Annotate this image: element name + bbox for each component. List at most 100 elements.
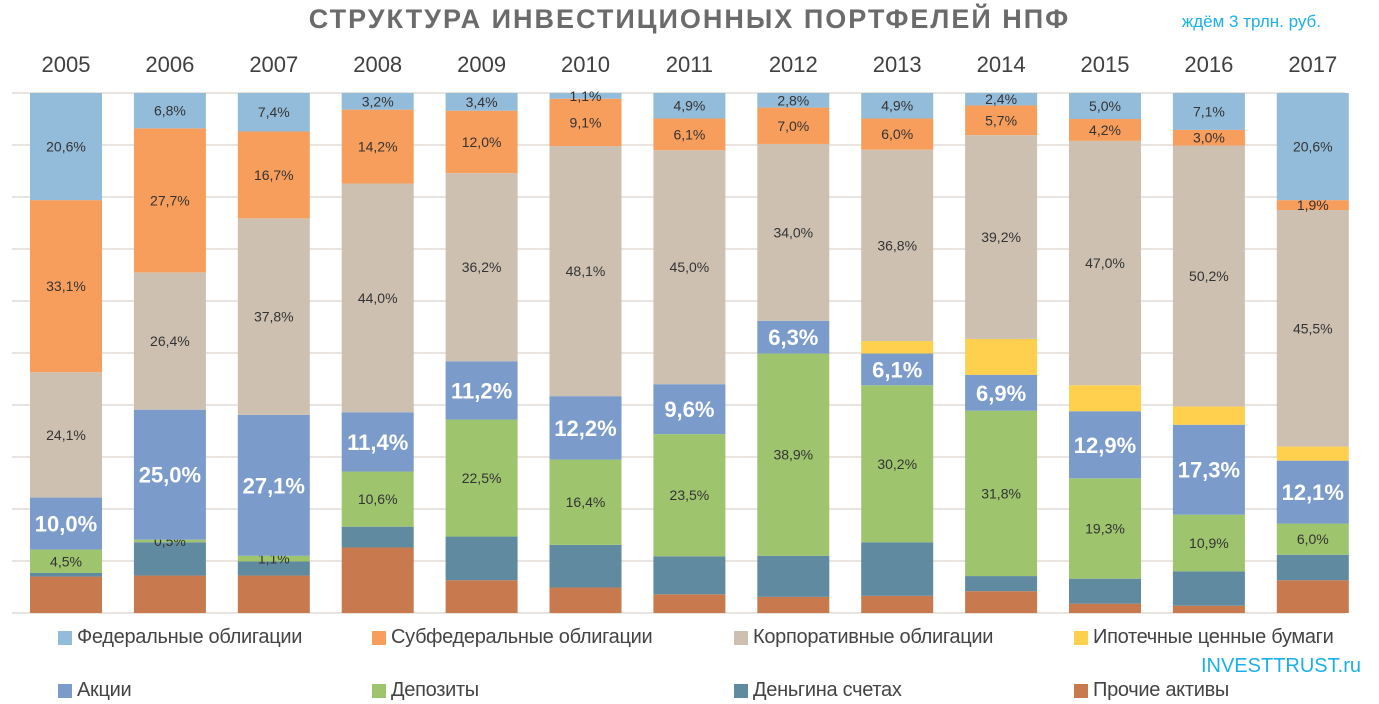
- data-label: 31,8%: [981, 485, 1021, 501]
- data-label: 16,7%: [254, 167, 294, 183]
- bar-segment: [653, 93, 726, 119]
- bar-segment: [445, 419, 518, 537]
- legend-swatch: [58, 630, 72, 645]
- bar-segment: [237, 131, 310, 219]
- bar-segment: [1069, 478, 1141, 579]
- bar-segment: [861, 385, 934, 543]
- bar-segment: [653, 118, 726, 151]
- bar-segment: [30, 497, 102, 550]
- bar-segment: [653, 150, 726, 385]
- legend-label: Ипотечные ценные бумаги: [1093, 626, 1334, 648]
- bar-segment: [965, 591, 1038, 613]
- data-label: 25,0%: [139, 463, 201, 488]
- bar-segment: [341, 547, 414, 613]
- bar-segment: [1276, 446, 1349, 461]
- data-label: 5,0%: [1089, 98, 1121, 114]
- bar-segment: [30, 576, 102, 613]
- data-label: 3,0%: [1193, 130, 1225, 146]
- chart-title: СТРУКТУРА ИНВЕСТИЦИОННЫХ ПОРТФЕЛЕЙ НПФ: [308, 4, 1071, 34]
- bar-segment: [341, 471, 414, 527]
- data-label: 6,1%: [673, 126, 705, 142]
- bar-segment: [1276, 93, 1349, 201]
- bar-segment: [549, 98, 622, 147]
- data-label: 10,6%: [358, 491, 398, 507]
- data-label: 37,8%: [254, 309, 294, 325]
- bar-segment: [861, 353, 934, 386]
- bar-segment: [861, 595, 934, 613]
- bar-segment: [445, 173, 518, 362]
- data-label: 11,4%: [347, 430, 408, 455]
- data-label: 47,0%: [1085, 255, 1125, 271]
- bar-segment: [30, 572, 102, 577]
- data-label: 14,2%: [358, 139, 398, 155]
- data-label: 33,1%: [46, 278, 86, 294]
- bar-segment: [445, 580, 518, 613]
- bar-segment: [757, 353, 830, 556]
- bar-segment: [1276, 200, 1349, 210]
- data-label: 1,9%: [1297, 197, 1329, 213]
- watermark: INVESTTRUST.ru: [1200, 655, 1361, 677]
- data-label: 3,4%: [466, 94, 498, 110]
- legend-item: Деньгина счетах: [734, 679, 902, 702]
- bar-segment: [1172, 571, 1245, 606]
- data-label: 12,2%: [554, 416, 616, 441]
- data-label: 12,0%: [462, 134, 502, 150]
- x-tick-label: 2016: [1184, 52, 1233, 77]
- data-label: 44,0%: [358, 290, 398, 306]
- data-label: 12,1%: [1282, 480, 1344, 505]
- data-label: 10,0%: [35, 512, 97, 537]
- data-label: 4,5%: [50, 553, 82, 569]
- bar-segment: [133, 272, 206, 410]
- bar-segment: [1276, 210, 1349, 447]
- legend-swatch: [734, 683, 748, 698]
- bar-segment: [1172, 424, 1245, 515]
- x-tick-label: 2017: [1288, 52, 1337, 77]
- legend-item: Прочие активы: [1074, 679, 1229, 702]
- bar-segment: [1069, 119, 1141, 141]
- data-label: 36,2%: [462, 259, 502, 275]
- bar-segment: [861, 149, 934, 342]
- bar-segment: [757, 596, 830, 613]
- bar-segment: [549, 396, 622, 460]
- legend-swatch: [372, 630, 386, 645]
- bar-segment: [237, 561, 310, 576]
- data-label: 26,4%: [150, 333, 190, 349]
- bar-segment: [1276, 554, 1349, 581]
- bar-segment: [1069, 603, 1141, 613]
- data-label: 3,2%: [362, 93, 394, 109]
- legend-label: Акции: [77, 679, 132, 701]
- x-tick-label: 2005: [42, 52, 91, 77]
- bar-segment: [757, 93, 830, 108]
- legend-item: Субфедеральные облигации: [372, 626, 653, 649]
- bar-segment: [549, 587, 622, 613]
- data-label: 12,9%: [1074, 433, 1136, 458]
- bar-segment: [1172, 145, 1245, 407]
- bar-segment: [133, 409, 206, 540]
- data-label: 24,1%: [46, 427, 86, 443]
- bar-segment: [861, 93, 934, 119]
- bar-segment: [133, 542, 206, 576]
- data-label: 7,1%: [1193, 103, 1225, 119]
- bar-segment: [1276, 460, 1349, 524]
- bar-segment: [341, 109, 414, 184]
- bar-segment: [341, 526, 414, 548]
- data-label: 2,8%: [777, 92, 809, 108]
- bar-segment: [133, 539, 206, 543]
- bar-segment: [341, 183, 414, 413]
- x-tick-label: 2011: [666, 52, 713, 77]
- data-label: 6,1%: [872, 357, 922, 382]
- data-label: 9,6%: [664, 397, 714, 422]
- x-tick-label: 2013: [873, 52, 922, 77]
- bar-segment: [445, 536, 518, 581]
- bar-segment: [549, 459, 622, 545]
- data-label: 38,9%: [773, 447, 813, 463]
- bar-segment: [965, 410, 1038, 577]
- data-label: 30,2%: [877, 456, 917, 472]
- bar-segment: [965, 135, 1038, 339]
- data-label: 34,0%: [773, 224, 813, 240]
- data-label: 19,3%: [1085, 521, 1125, 537]
- bar-segment: [237, 93, 310, 132]
- data-label: 4,9%: [673, 98, 705, 114]
- legend-swatch: [372, 683, 386, 698]
